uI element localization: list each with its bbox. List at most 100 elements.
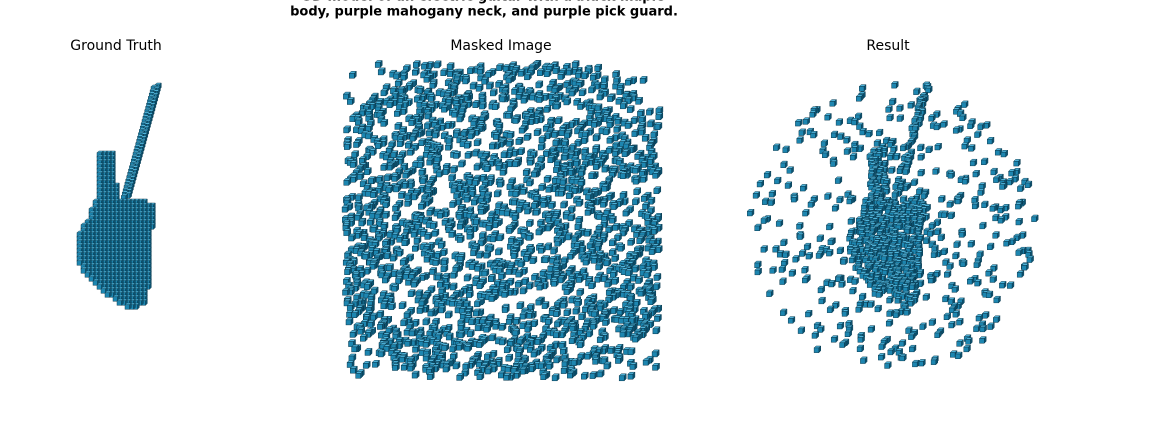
voxel bbox=[450, 165, 458, 173]
voxel bbox=[796, 136, 804, 144]
voxel bbox=[416, 306, 425, 314]
voxel bbox=[927, 229, 935, 237]
voxel bbox=[498, 323, 507, 331]
voxel bbox=[640, 175, 648, 183]
voxel bbox=[987, 242, 995, 250]
voxel bbox=[552, 138, 561, 146]
voxel bbox=[1024, 180, 1033, 188]
voxel bbox=[652, 363, 660, 371]
voxel bbox=[377, 349, 386, 358]
voxel bbox=[1007, 281, 1015, 289]
voxel bbox=[593, 133, 601, 142]
voxel bbox=[592, 162, 601, 170]
voxel bbox=[791, 195, 799, 203]
voxel bbox=[928, 221, 936, 230]
voxel bbox=[571, 60, 580, 68]
voxel bbox=[548, 201, 556, 209]
voxel bbox=[533, 207, 541, 216]
voxel bbox=[517, 69, 526, 77]
voxel bbox=[547, 155, 555, 163]
voxel bbox=[496, 233, 505, 242]
voxel bbox=[577, 179, 586, 187]
voxel bbox=[967, 240, 975, 248]
voxel bbox=[830, 159, 838, 167]
voxel bbox=[934, 143, 942, 151]
voxel bbox=[937, 233, 945, 241]
voxel bbox=[510, 251, 519, 259]
voxel bbox=[380, 222, 389, 230]
voxel bbox=[483, 164, 492, 172]
voxel bbox=[401, 238, 410, 246]
voxel bbox=[952, 251, 960, 260]
voxel bbox=[997, 206, 1005, 214]
voxel bbox=[632, 334, 640, 343]
voxel bbox=[601, 184, 609, 192]
voxel bbox=[529, 256, 538, 264]
voxel bbox=[796, 222, 804, 230]
voxel bbox=[424, 232, 433, 240]
voxel bbox=[581, 371, 589, 380]
voxel bbox=[584, 351, 592, 360]
voxel bbox=[564, 130, 572, 139]
voxel bbox=[467, 66, 475, 74]
voxel bbox=[989, 275, 997, 283]
voxel bbox=[909, 344, 917, 353]
voxel bbox=[878, 353, 886, 361]
voxel bbox=[573, 158, 581, 167]
voxel bbox=[1013, 159, 1021, 167]
voxel bbox=[1003, 239, 1011, 247]
voxel bbox=[843, 147, 851, 155]
voxel bbox=[612, 148, 620, 157]
voxel bbox=[800, 184, 808, 192]
voxel bbox=[802, 117, 810, 125]
panel-title: Masked Image bbox=[450, 38, 551, 54]
voxel bbox=[370, 312, 378, 321]
voxel bbox=[588, 281, 596, 289]
voxel bbox=[782, 145, 790, 153]
voxel bbox=[370, 286, 379, 295]
voxel bbox=[430, 221, 438, 229]
voxel bbox=[652, 282, 661, 291]
voxel bbox=[956, 339, 964, 347]
voxel bbox=[557, 275, 566, 284]
voxel bbox=[591, 120, 599, 128]
voxel bbox=[391, 284, 399, 292]
voxel bbox=[636, 236, 644, 244]
voxel bbox=[629, 362, 638, 370]
voxel bbox=[619, 171, 628, 179]
voxel bbox=[535, 227, 544, 236]
voxel bbox=[760, 245, 768, 253]
voxel bbox=[898, 339, 907, 347]
voxel bbox=[799, 249, 807, 257]
voxel bbox=[621, 149, 630, 157]
voxel bbox=[440, 68, 448, 76]
voxel bbox=[893, 310, 901, 318]
voxel bbox=[500, 150, 509, 159]
voxel bbox=[398, 301, 407, 309]
voxel bbox=[488, 274, 496, 282]
voxel bbox=[400, 363, 409, 371]
voxel bbox=[619, 329, 628, 338]
voxel bbox=[355, 371, 363, 379]
voxel bbox=[386, 263, 394, 271]
voxel bbox=[609, 215, 617, 224]
voxel bbox=[930, 250, 938, 258]
voxel bbox=[902, 167, 910, 175]
voxel bbox=[355, 193, 363, 202]
voxel bbox=[828, 280, 836, 288]
voxel bbox=[570, 358, 579, 366]
voxel bbox=[565, 191, 574, 199]
voxel bbox=[627, 282, 635, 291]
voxel bbox=[989, 204, 997, 212]
voxel bbox=[920, 191, 928, 199]
voxel bbox=[422, 340, 431, 348]
voxel bbox=[940, 247, 948, 255]
voxel bbox=[947, 171, 955, 179]
voxel bbox=[851, 277, 859, 285]
voxel bbox=[643, 270, 652, 279]
voxel bbox=[446, 62, 455, 70]
voxel bbox=[514, 280, 523, 288]
voxel bbox=[990, 167, 998, 176]
voxel bbox=[754, 223, 762, 231]
voxel bbox=[554, 319, 562, 328]
